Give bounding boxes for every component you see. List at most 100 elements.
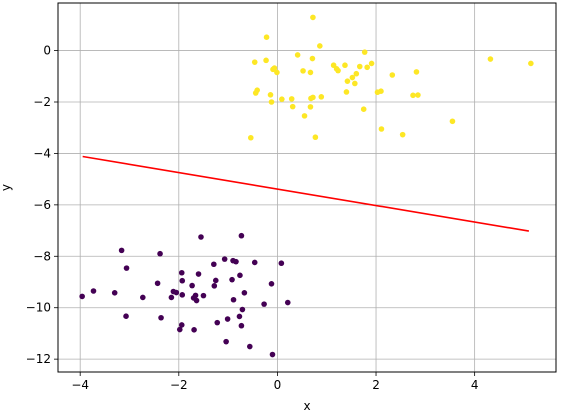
data-point bbox=[158, 314, 164, 321]
data-point bbox=[310, 14, 316, 21]
y-tick-label: −12 bbox=[26, 352, 51, 366]
data-point bbox=[270, 66, 276, 73]
data-point bbox=[360, 106, 367, 112]
data-point bbox=[261, 301, 267, 307]
data-point bbox=[294, 52, 301, 58]
data-point bbox=[268, 281, 275, 287]
data-point bbox=[236, 313, 243, 320]
data-point bbox=[79, 293, 85, 300]
x-tick-label: 4 bbox=[471, 378, 479, 392]
data-point bbox=[193, 297, 200, 304]
data-point bbox=[200, 292, 207, 299]
data-point bbox=[111, 290, 118, 296]
y-tick-label: −2 bbox=[33, 95, 51, 109]
data-point bbox=[399, 131, 406, 138]
data-point bbox=[176, 326, 183, 333]
data-point bbox=[410, 92, 416, 99]
data-point bbox=[364, 64, 370, 71]
y-tick-label: −10 bbox=[26, 301, 51, 315]
data-point bbox=[178, 322, 185, 328]
data-point bbox=[279, 96, 285, 102]
data-point bbox=[374, 89, 381, 96]
data-point bbox=[317, 43, 323, 49]
x-tick-label: −2 bbox=[170, 378, 188, 392]
separating-line bbox=[82, 155, 530, 232]
data-point bbox=[229, 276, 235, 283]
y-tick-label: −6 bbox=[33, 198, 51, 212]
data-point bbox=[223, 338, 229, 345]
data-point bbox=[157, 250, 163, 257]
data-point bbox=[301, 113, 308, 119]
plot-frame bbox=[57, 2, 557, 373]
data-point bbox=[251, 59, 258, 65]
data-point bbox=[214, 319, 221, 326]
data-point bbox=[251, 259, 258, 266]
data-point bbox=[307, 104, 314, 110]
data-point bbox=[288, 96, 295, 102]
y-tick-label: 0 bbox=[43, 44, 51, 58]
data-point bbox=[179, 277, 186, 284]
data-point bbox=[312, 134, 319, 141]
data-point bbox=[309, 55, 316, 62]
data-point bbox=[179, 292, 186, 298]
data-point bbox=[90, 288, 97, 294]
x-tick-label: 2 bbox=[372, 378, 380, 392]
data-point bbox=[191, 327, 197, 333]
data-point bbox=[178, 269, 185, 276]
data-point bbox=[344, 78, 351, 84]
data-point bbox=[307, 69, 314, 76]
data-point bbox=[198, 234, 204, 240]
data-point bbox=[318, 94, 325, 100]
data-point bbox=[343, 89, 350, 95]
data-point bbox=[247, 134, 254, 141]
data-point bbox=[263, 57, 269, 64]
data-point bbox=[300, 68, 306, 74]
data-point bbox=[118, 247, 125, 254]
data-point bbox=[361, 49, 368, 55]
data-point bbox=[310, 94, 316, 101]
y-tick-label: −4 bbox=[33, 146, 51, 160]
data-point bbox=[284, 299, 291, 306]
data-point bbox=[221, 256, 228, 262]
data-point bbox=[168, 294, 175, 301]
data-point bbox=[415, 92, 421, 98]
data-point bbox=[269, 351, 276, 358]
data-point bbox=[378, 126, 385, 132]
data-point bbox=[263, 34, 270, 40]
data-point bbox=[528, 60, 534, 67]
data-point bbox=[487, 56, 494, 62]
data-point bbox=[267, 92, 274, 98]
data-point bbox=[237, 272, 243, 279]
data-point bbox=[389, 72, 396, 78]
axis-ticks: −4 −2 0 2 4 −12 −10 −8 −6 −4 −2 0 bbox=[26, 44, 479, 392]
data-point bbox=[368, 60, 375, 67]
data-point bbox=[353, 70, 360, 77]
data-point bbox=[233, 258, 239, 265]
data-point bbox=[123, 313, 129, 320]
data-point bbox=[349, 74, 356, 81]
data-point bbox=[189, 282, 195, 289]
data-point bbox=[278, 260, 285, 267]
data-point bbox=[274, 69, 280, 76]
data-point bbox=[224, 316, 231, 322]
data-point bbox=[154, 280, 161, 287]
scatter-points bbox=[79, 14, 534, 358]
x-axis-label: x bbox=[303, 399, 310, 413]
data-point bbox=[247, 343, 253, 350]
data-point bbox=[211, 283, 218, 289]
y-tick-label: −8 bbox=[33, 249, 51, 263]
data-point bbox=[268, 99, 275, 105]
x-tick-label: 0 bbox=[274, 378, 282, 392]
x-tick-label: −4 bbox=[71, 378, 89, 392]
data-point bbox=[342, 62, 348, 69]
data-point bbox=[413, 69, 420, 75]
data-point bbox=[239, 306, 246, 313]
data-point bbox=[356, 63, 363, 70]
data-point bbox=[195, 271, 202, 277]
data-point bbox=[212, 277, 219, 284]
decision-line bbox=[82, 155, 530, 232]
grid bbox=[58, 3, 556, 372]
data-point bbox=[123, 265, 130, 271]
data-point bbox=[238, 232, 245, 239]
